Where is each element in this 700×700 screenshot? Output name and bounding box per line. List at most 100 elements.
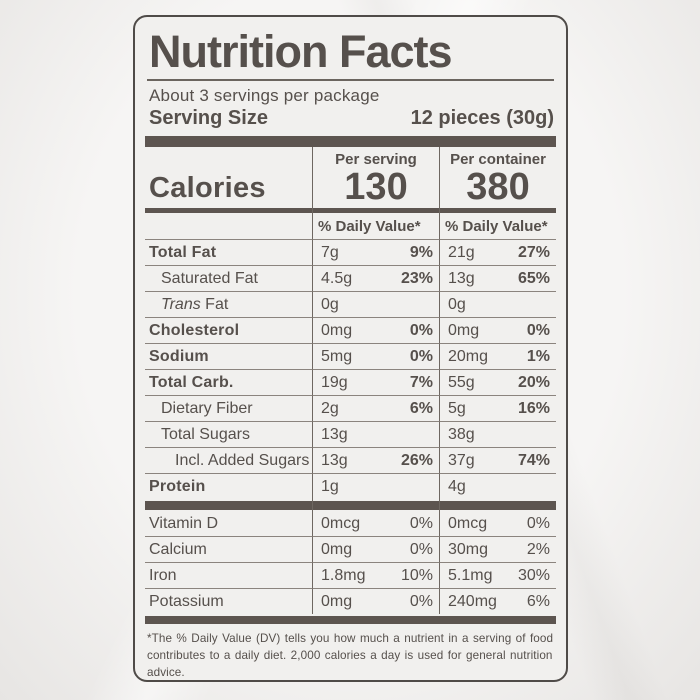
daily-value: 9% — [409, 244, 433, 261]
nutrient-serving: 1g — [312, 474, 439, 499]
amount: 55g — [448, 374, 475, 391]
daily-value: 0% — [409, 515, 433, 532]
nutrient-name: Incl. Added Sugars — [145, 448, 312, 474]
micronutrient-serving: 0mg 0% — [312, 537, 439, 563]
micronutrient-serving: 0mcg 0% — [312, 511, 439, 537]
daily-value: 65% — [517, 270, 550, 287]
amount: 0g — [448, 296, 466, 313]
nutrient-container: 38g — [439, 422, 556, 448]
micronutrient-container: 5.1mg 30% — [439, 563, 556, 589]
daily-value: 2% — [526, 541, 550, 558]
daily-value: 6% — [409, 400, 433, 417]
nutrient-name: Cholesterol — [145, 318, 312, 344]
nutrient-container: 0g — [439, 292, 556, 318]
per-container-header: Per container — [439, 146, 556, 168]
nutrient-serving: 7g 9% — [312, 240, 439, 266]
nutrient-serving: 4.5g 23% — [312, 266, 439, 292]
section-bar-mid — [439, 499, 556, 511]
nutrient-name: Saturated Fat — [145, 266, 312, 292]
nutrient-name: Total Fat — [145, 240, 312, 266]
section-bar-mid — [312, 499, 439, 511]
dv-header-serving: % Daily Value* — [312, 213, 439, 240]
nutrient-name: Sodium — [145, 344, 312, 370]
section-bar-mid — [145, 499, 312, 511]
servings-per-package: About 3 servings per package — [149, 85, 380, 105]
trans-rest: Fat — [200, 296, 229, 313]
calories-per-container-cell: 380 — [439, 168, 556, 213]
amount: 19g — [321, 374, 348, 391]
calories-per-serving-value: 130 — [344, 166, 408, 208]
amount: 0mg — [448, 322, 480, 339]
daily-value: 0% — [526, 515, 550, 532]
nutrient-serving: 13g — [312, 422, 439, 448]
micronutrient-container: 0mcg 0% — [439, 511, 556, 537]
daily-value: 27% — [517, 244, 550, 261]
nutrient-name: Total Sugars — [145, 422, 312, 448]
micronutrient-name: Iron — [145, 563, 312, 589]
calories-per-serving-cell: 130 — [312, 168, 439, 213]
amount: 13g — [448, 270, 475, 287]
daily-value: 20% — [517, 374, 550, 391]
daily-value: 10% — [400, 567, 433, 584]
nutrient-serving: 0g — [312, 292, 439, 318]
micronutrient-container: 30mg 2% — [439, 537, 556, 563]
amount: 13g — [321, 452, 348, 469]
nutrition-table: Per serving Per container Calories 130 3… — [145, 146, 556, 614]
daily-value-footnote: *The % Daily Value (DV) tells you how mu… — [147, 632, 554, 679]
amount: 1.8mg — [321, 567, 366, 584]
nutrient-serving: 0mg 0% — [312, 318, 439, 344]
nutrient-container: 20mg 1% — [439, 344, 556, 370]
amount: 5g — [448, 400, 466, 417]
calories-label: Calories — [149, 172, 266, 204]
section-bar-bottom — [145, 616, 556, 624]
daily-value: 23% — [400, 270, 433, 287]
micronutrient-name: Potassium — [149, 593, 224, 610]
daily-value: 0% — [409, 541, 433, 558]
nutrient-container: 37g 74% — [439, 448, 556, 474]
nutrient-name: Total Carb. — [145, 370, 312, 396]
amount: 0mcg — [448, 515, 488, 532]
nutrient-serving: 13g 26% — [312, 448, 439, 474]
nutrient-container: 55g 20% — [439, 370, 556, 396]
nutrient-container: 13g 65% — [439, 266, 556, 292]
nutrient-container: 0mg 0% — [439, 318, 556, 344]
amount: 240mg — [448, 593, 497, 610]
amount: 38g — [448, 426, 475, 443]
daily-value: 0% — [526, 322, 550, 339]
micronutrient-name: Vitamin D — [145, 511, 312, 537]
calories-cell: Calories — [145, 168, 312, 213]
daily-value: 1% — [526, 348, 550, 365]
amount: 0mg — [321, 541, 353, 558]
amount: 5.1mg — [448, 567, 493, 584]
serving-size-label: Serving Size — [149, 106, 268, 129]
calories-underline — [145, 208, 312, 213]
serving-size-row: Serving Size 12 pieces (30g) — [149, 107, 554, 130]
daily-value: 0% — [409, 348, 433, 365]
micronutrient-container: 240mg 6% — [439, 589, 556, 614]
nutrient-container: 5g 16% — [439, 396, 556, 422]
daily-value: 6% — [526, 593, 550, 610]
amount: 5mg — [321, 348, 353, 365]
micronutrient-serving: 1.8mg 10% — [312, 563, 439, 589]
amount: 37g — [448, 452, 475, 469]
daily-value: 30% — [517, 567, 550, 584]
calories-per-container-underline — [440, 208, 556, 213]
daily-value: 26% — [400, 452, 433, 469]
micronutrient-serving: 0mg 0% — [312, 589, 439, 614]
nutrient-serving: 2g 6% — [312, 396, 439, 422]
dv-header-spacer — [145, 213, 312, 240]
per-serving-header: Per serving — [312, 146, 439, 168]
amount: 0g — [321, 296, 339, 313]
nutrient-name: Protein — [149, 478, 206, 495]
amount: 7g — [321, 244, 339, 261]
daily-value: 0% — [409, 593, 433, 610]
amount: 0mcg — [321, 515, 361, 532]
daily-value: 7% — [409, 374, 433, 391]
amount: 21g — [448, 244, 475, 261]
amount: 4.5g — [321, 270, 353, 287]
amount: 0mg — [321, 322, 353, 339]
trans-italic: Trans — [161, 296, 201, 313]
title-divider — [147, 78, 554, 81]
daily-value: 0% — [409, 322, 433, 339]
